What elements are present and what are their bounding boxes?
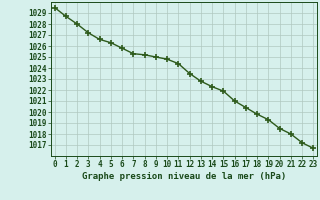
X-axis label: Graphe pression niveau de la mer (hPa): Graphe pression niveau de la mer (hPa) <box>82 172 286 181</box>
